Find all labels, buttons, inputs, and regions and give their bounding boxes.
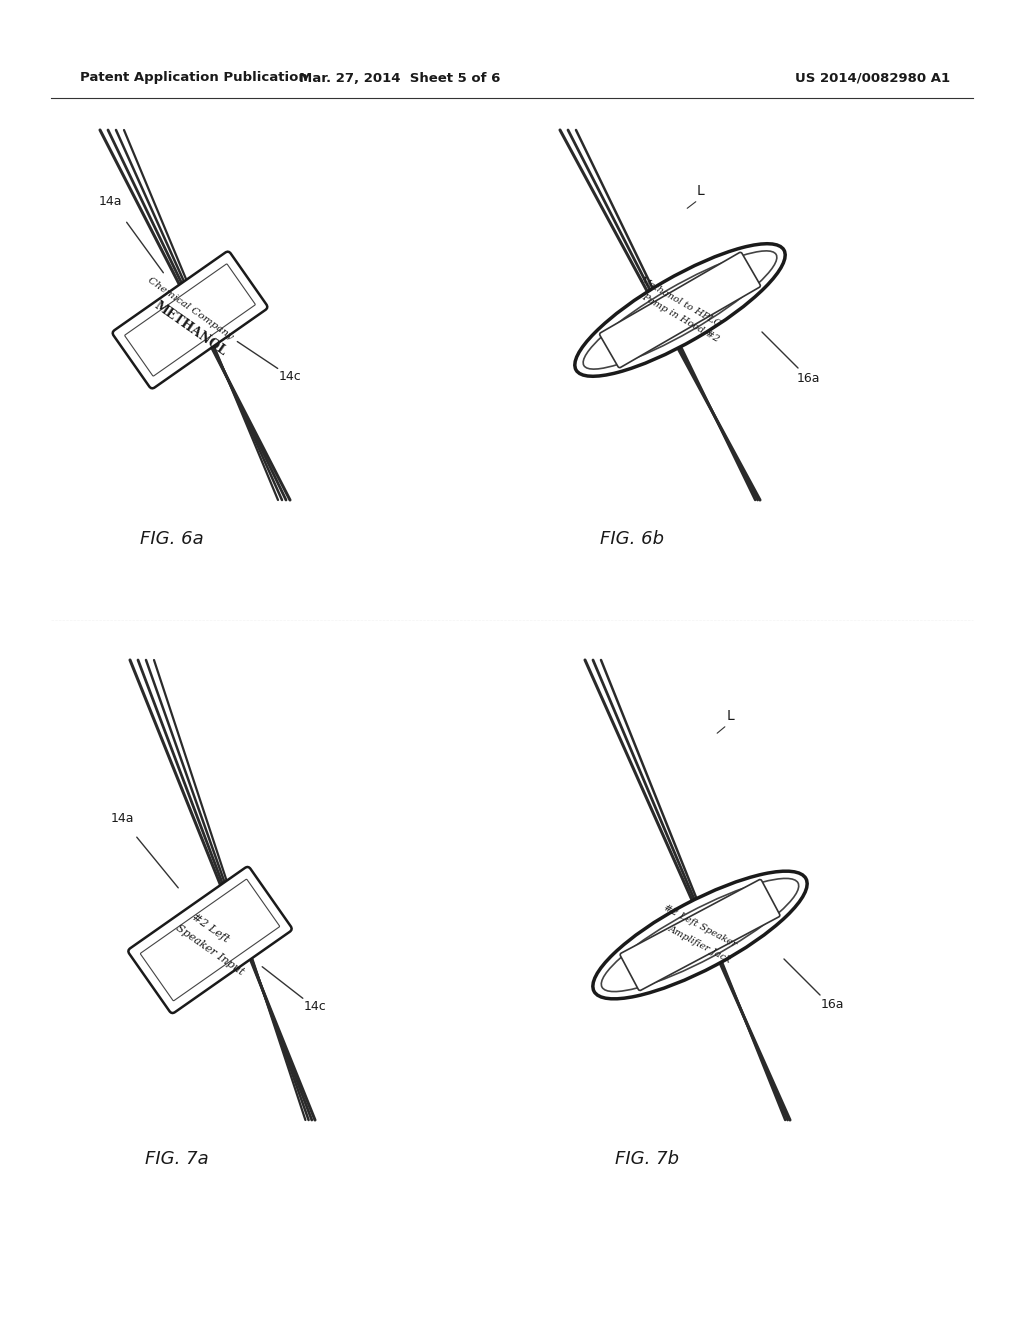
FancyBboxPatch shape: [128, 867, 292, 1012]
Ellipse shape: [574, 244, 785, 376]
FancyBboxPatch shape: [621, 879, 780, 990]
Text: Patent Application Publication: Patent Application Publication: [80, 71, 308, 84]
Text: Pump in Hood #2: Pump in Hood #2: [640, 292, 720, 345]
Text: 14a: 14a: [98, 195, 122, 209]
Text: 16a: 16a: [797, 372, 820, 385]
Text: 16a: 16a: [820, 998, 844, 1011]
Text: #2 Left: #2 Left: [189, 912, 230, 944]
Ellipse shape: [593, 871, 807, 999]
Text: FIG. 6b: FIG. 6b: [600, 531, 664, 548]
Text: FIG. 7a: FIG. 7a: [145, 1150, 209, 1168]
Text: US 2014/0082980 A1: US 2014/0082980 A1: [795, 71, 950, 84]
Text: Speaker Input: Speaker Input: [174, 923, 246, 977]
Text: Methanol to HPLC: Methanol to HPLC: [638, 275, 722, 329]
Text: FIG. 6a: FIG. 6a: [140, 531, 204, 548]
Text: METHANOL: METHANOL: [152, 300, 228, 359]
Text: #2 Left Speaker: #2 Left Speaker: [663, 903, 738, 949]
Text: Mar. 27, 2014  Sheet 5 of 6: Mar. 27, 2014 Sheet 5 of 6: [299, 71, 501, 84]
Text: Amplifier Jack: Amplifier Jack: [667, 924, 733, 965]
FancyBboxPatch shape: [600, 252, 761, 368]
Text: L: L: [726, 709, 734, 723]
FancyBboxPatch shape: [113, 252, 267, 388]
Text: Chemical Company: Chemical Company: [145, 276, 234, 342]
Text: 14a: 14a: [111, 812, 134, 825]
Text: L: L: [696, 183, 703, 198]
Text: FIG. 7b: FIG. 7b: [615, 1150, 679, 1168]
Text: 14c: 14c: [304, 1001, 327, 1012]
Text: 14c: 14c: [279, 370, 301, 383]
